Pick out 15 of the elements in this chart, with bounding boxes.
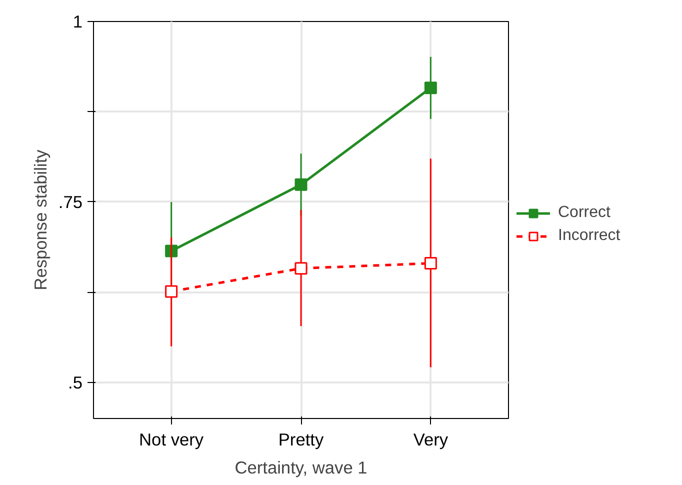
point (424, 257, 437, 270)
y-tick-label: .75 (58, 192, 83, 212)
legend-label: Correct (558, 204, 610, 222)
x-tick-label: Very (413, 430, 448, 450)
point (294, 178, 308, 191)
point (294, 262, 308, 275)
y-tick-label: 1 (72, 12, 83, 32)
point (424, 82, 437, 94)
y-tick-label: .5 (68, 372, 82, 392)
y-axis-title: Response stability (30, 149, 50, 290)
x-axis-title: Certainty, wave 1 (234, 458, 368, 478)
x-tick-label: Pretty (278, 430, 324, 450)
legend-label: Incorrect (558, 227, 620, 245)
x-tick-label: Not very (139, 430, 204, 450)
point (165, 285, 178, 298)
